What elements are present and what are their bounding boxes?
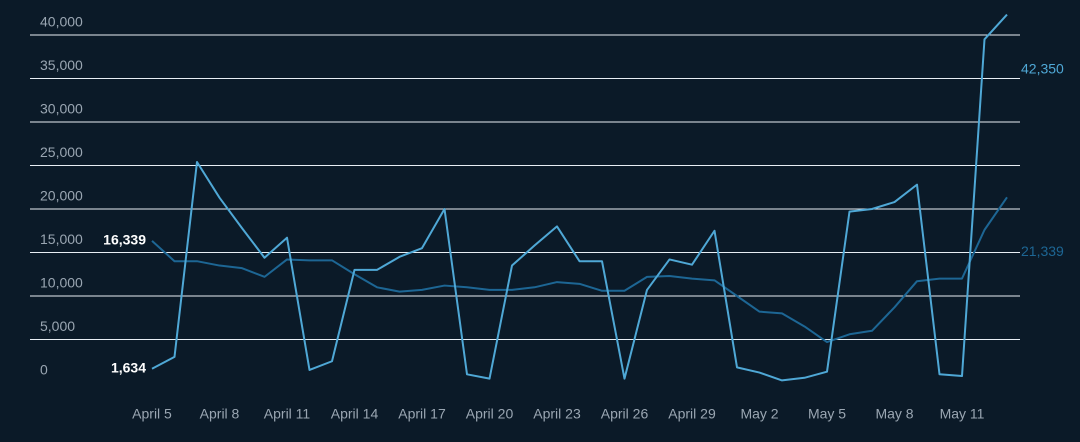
x-tick-label: April 23 — [533, 406, 581, 422]
x-tick-label: May 5 — [808, 406, 846, 422]
y-tick-label: 15,000 — [40, 231, 83, 247]
x-tick-label: May 2 — [740, 406, 778, 422]
data-label: 42,350 — [1021, 60, 1064, 76]
x-tick-label: May 8 — [875, 406, 913, 422]
data-label: 1,634 — [111, 359, 146, 375]
line-series — [151, 196, 1008, 344]
x-tick-label: April 14 — [331, 406, 379, 422]
x-tick-label: May 11 — [940, 406, 985, 422]
y-tick-label: 25,000 — [40, 144, 83, 160]
x-tick-label: April 26 — [601, 406, 649, 422]
y-tick-label: 5,000 — [40, 318, 75, 334]
x-tick-label: April 29 — [668, 406, 716, 422]
x-tick-label: April 20 — [466, 406, 514, 422]
y-tick-label: 0 — [40, 362, 48, 378]
y-tick-label: 40,000 — [40, 14, 83, 30]
x-tick-label: April 11 — [264, 406, 311, 422]
y-tick-label: 10,000 — [40, 275, 83, 291]
y-tick-label: 30,000 — [40, 101, 83, 117]
x-tick-label: April 8 — [200, 406, 240, 422]
x-tick-label: April 17 — [398, 406, 446, 422]
y-tick-label: 20,000 — [40, 188, 83, 204]
data-label: 16,339 — [103, 232, 146, 248]
y-tick-label: 35,000 — [40, 57, 83, 73]
x-tick-label: April 5 — [132, 406, 172, 422]
data-label: 21,339 — [1021, 243, 1064, 259]
line-series — [151, 13, 1008, 382]
